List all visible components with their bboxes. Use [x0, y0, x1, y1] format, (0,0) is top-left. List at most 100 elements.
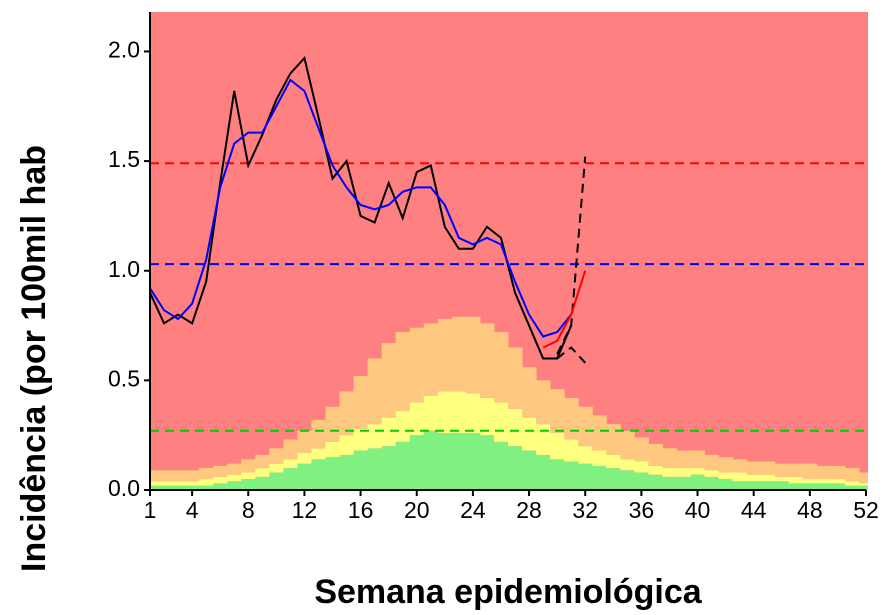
band-segment — [858, 485, 868, 490]
band-segment — [269, 472, 284, 490]
band-segment — [339, 454, 355, 490]
band-segment — [858, 483, 868, 486]
band-segment — [718, 457, 734, 473]
band-segment — [592, 465, 607, 490]
band-segment — [423, 430, 439, 490]
band-segment — [325, 457, 341, 490]
band-segment — [423, 395, 439, 431]
band-segment — [353, 450, 369, 490]
y-axis-title: Incidência (por 100mil hab — [15, 145, 53, 572]
band-segment — [634, 461, 649, 473]
band-segment — [802, 479, 818, 484]
band-segment — [620, 470, 635, 490]
band-segment — [676, 468, 692, 477]
band-segment — [297, 430, 312, 453]
band-segment — [150, 481, 158, 486]
band-segment — [451, 391, 467, 433]
band-segment — [325, 406, 341, 442]
band-segment — [353, 428, 369, 451]
band-segment — [157, 485, 172, 490]
y-tick-label: 2.0 — [108, 37, 140, 63]
x-tick-label: 28 — [516, 497, 542, 523]
band-segment — [465, 393, 481, 433]
band-segment — [760, 461, 776, 475]
x-tick-label: 20 — [404, 497, 430, 523]
band-segment — [760, 474, 776, 482]
band-segment — [367, 424, 383, 449]
band-segment — [592, 450, 607, 466]
band-segment — [704, 476, 720, 490]
band-segment — [493, 402, 509, 442]
band-segment — [578, 446, 593, 464]
band-segment — [634, 472, 649, 490]
band-segment — [395, 411, 411, 442]
band-segment — [465, 316, 481, 394]
band-segment — [283, 468, 298, 490]
x-tick-label: 12 — [292, 497, 318, 523]
band-segment — [746, 474, 762, 482]
band-segment — [564, 439, 579, 462]
band-segment — [199, 479, 214, 486]
band-segment — [550, 432, 565, 460]
x-tick-label: 32 — [572, 497, 598, 523]
band-segment — [311, 459, 326, 490]
band-segment — [606, 424, 621, 455]
band-segment — [213, 465, 228, 477]
band-segment — [690, 474, 706, 490]
x-tick-label: 52 — [853, 497, 879, 523]
band-segment — [844, 485, 860, 490]
band-segment — [732, 459, 748, 473]
band-segment — [479, 435, 495, 490]
band-segment — [479, 397, 495, 436]
band-segment — [255, 468, 270, 477]
band-segment — [479, 323, 495, 398]
band-segment — [788, 476, 804, 484]
band-segment — [508, 446, 523, 490]
band-segment — [690, 450, 706, 469]
band-segment — [325, 441, 341, 458]
band-segment — [508, 347, 523, 409]
band-segment — [550, 389, 565, 433]
band-segment — [367, 358, 383, 425]
band-segment — [592, 415, 607, 451]
band-segment — [522, 367, 537, 418]
band-segment — [578, 463, 593, 490]
band-segment — [816, 483, 832, 490]
band-segment — [150, 470, 158, 482]
band-segment — [381, 446, 397, 490]
band-segment — [493, 332, 509, 403]
band-segment — [522, 450, 537, 490]
plot-area — [150, 12, 868, 490]
band-segment — [858, 472, 868, 484]
band-segment — [634, 437, 649, 462]
band-segment — [606, 454, 621, 469]
band-segment — [550, 459, 565, 490]
band-segment — [662, 448, 677, 469]
band-segment — [227, 463, 242, 475]
x-tick-label: 24 — [460, 497, 486, 523]
series-line — [542, 270, 587, 349]
series-line — [556, 156, 587, 355]
band-segment — [423, 323, 439, 396]
axes: 0.00.51.01.52.01 4 8 12 16 20 24 28 32 36 40 44 48 52 — [108, 12, 879, 523]
band-segment — [620, 430, 635, 460]
band-segment — [788, 463, 804, 477]
band-segment — [171, 470, 186, 482]
band-segment — [241, 472, 256, 480]
band-segment — [283, 439, 298, 460]
band-segment — [185, 470, 200, 482]
band-segment — [311, 448, 326, 460]
band-segment — [648, 465, 663, 475]
x-tick-label: 1 — [144, 497, 157, 523]
band-segment — [704, 470, 720, 477]
series-line — [150, 78, 572, 338]
band-segment — [746, 481, 762, 490]
band-segment — [493, 441, 509, 490]
band-segment — [718, 479, 734, 490]
band-segment — [451, 432, 467, 490]
band-segment — [690, 468, 706, 475]
band-segment — [508, 408, 523, 447]
band-segment — [830, 465, 846, 480]
band-segment — [395, 332, 411, 412]
band-segment — [802, 463, 818, 480]
